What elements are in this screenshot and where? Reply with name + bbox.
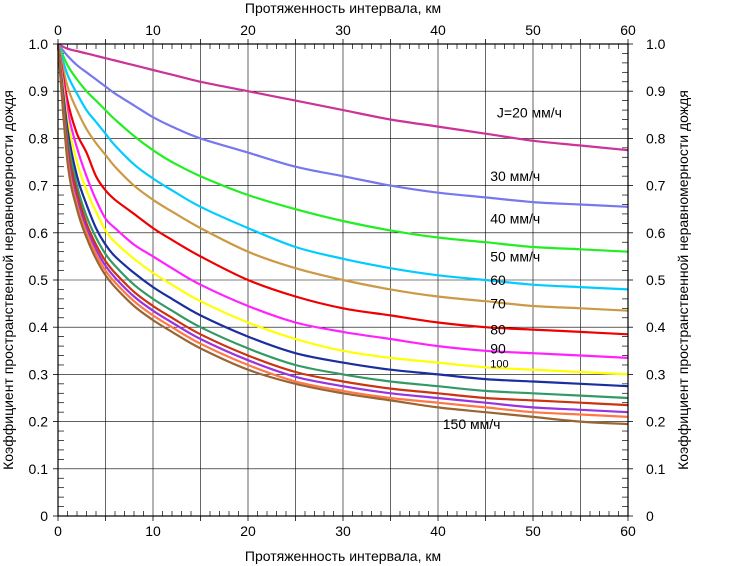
x-tick-label-bottom: 40 (430, 523, 446, 539)
curve-label-3: 40 мм/ч (490, 211, 540, 227)
y-tick-label-left: 0.3 (29, 366, 49, 382)
curve-label-1: J=20 мм/ч (497, 104, 562, 120)
x-axis-title-top: Протяженность интервала, км (245, 0, 441, 16)
x-tick-label-top: 50 (525, 22, 541, 38)
y-tick-label-right: 1.0 (646, 36, 666, 52)
y-tick-label-left: 0.1 (29, 461, 49, 477)
series-line-4 (56, 43, 629, 291)
x-tick-label-bottom: 30 (335, 523, 351, 539)
x-tick-label-bottom: 20 (240, 523, 256, 539)
x-tick-label-top: 10 (145, 22, 161, 38)
plot-frame (57, 43, 629, 517)
curve-label-9: 100 (490, 359, 508, 371)
y-tick-label-left: 0.8 (29, 130, 49, 146)
y-tick-label-right: 0.8 (646, 130, 666, 146)
curve-label-4: 50 мм/ч (490, 248, 540, 264)
y-tick-label-left: 0.6 (29, 225, 49, 241)
x-tick-label-top: 0 (54, 22, 62, 38)
x-tick-label-top: 40 (430, 22, 446, 38)
series-lines (56, 43, 629, 426)
y-axis-title-left: Коэффициент пространственной неравномерн… (0, 90, 16, 470)
y-tick-label-right: 0.7 (646, 178, 666, 194)
y-tick-label-right: 0.5 (646, 272, 666, 288)
curve-label-6: 70 (490, 296, 506, 312)
curve-label-8: 90 (490, 340, 506, 356)
y-tick-label-left: 0.4 (29, 319, 49, 335)
x-tick-label-top: 60 (620, 22, 636, 38)
series-line-1 (57, 43, 629, 152)
series-line-3 (56, 43, 629, 253)
y-tick-label-right: 0 (646, 508, 654, 524)
series-line-7 (56, 43, 629, 359)
y-tick-label-left: 0.2 (29, 414, 49, 430)
minor-ticks (53, 39, 633, 521)
series-line-8 (56, 43, 629, 376)
y-tick-label-right: 0.2 (646, 414, 666, 430)
y-tick-label-left: 0.5 (29, 272, 49, 288)
x-tick-label-top: 20 (240, 22, 256, 38)
curve-label-7: 80 (490, 322, 506, 338)
y-tick-label-left: 0.9 (29, 83, 49, 99)
x-tick-label-bottom: 60 (620, 523, 636, 539)
x-tick-label-bottom: 50 (525, 523, 541, 539)
y-tick-label-right: 0.3 (646, 366, 666, 382)
y-tick-label-right: 0.1 (646, 461, 666, 477)
y-tick-label-right: 0.6 (646, 225, 666, 241)
y-tick-label-left: 0.7 (29, 178, 49, 194)
series-line-9 (56, 43, 629, 388)
x-axis-title-bottom: Протяженность интервала, км (245, 548, 441, 564)
x-tick-label-bottom: 10 (145, 523, 161, 539)
curve-label-2: 30 мм/ч (490, 168, 540, 184)
series-line-13 (56, 43, 629, 418)
y-axis-title-right: Коэффициент пространственной неравномерн… (675, 90, 691, 470)
curve-label-10: 150 мм/ч (443, 416, 501, 432)
y-tick-label-right: 0.9 (646, 83, 666, 99)
annotations: J=20 мм/ч 30 мм/ч 40 мм/ч 50 мм/ч 60 70 80 90 10… (443, 104, 562, 432)
series-line-12 (56, 43, 629, 414)
y-tick-label-left: 0 (40, 508, 48, 524)
x-tick-label-top: 30 (335, 22, 351, 38)
series-line-6 (56, 43, 629, 336)
series-line-11 (56, 43, 629, 407)
y-tick-label-right: 0.4 (646, 319, 666, 335)
series-line-2 (57, 43, 629, 208)
series-line-5 (56, 43, 629, 312)
y-tick-label-left: 1.0 (29, 36, 49, 52)
curve-label-5: 60 (490, 272, 506, 288)
series-line-14 (56, 43, 629, 426)
series-line-10 (56, 43, 629, 400)
x-tick-label-bottom: 0 (54, 523, 62, 539)
